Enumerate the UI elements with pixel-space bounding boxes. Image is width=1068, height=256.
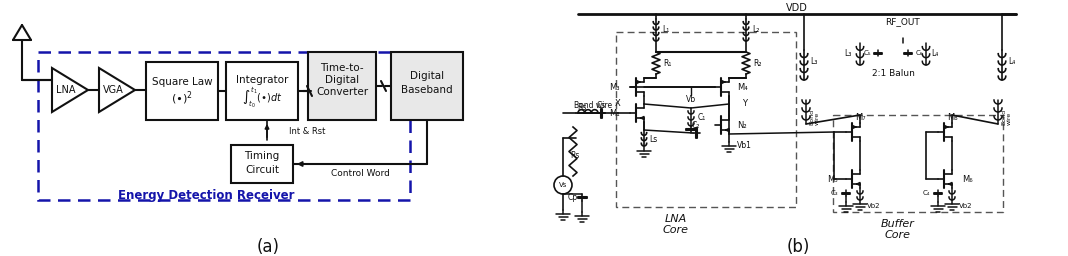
Bar	[226, 62, 298, 120]
Text: Ls: Ls	[649, 134, 657, 144]
Text: Cp: Cp	[568, 193, 578, 201]
Text: Buffer: Buffer	[881, 219, 915, 229]
Text: M₅: M₅	[828, 175, 838, 184]
Text: L₃: L₃	[845, 48, 852, 58]
Text: Timing: Timing	[245, 151, 280, 161]
Text: (b): (b)	[786, 238, 810, 256]
Text: Integrator: Integrator	[236, 75, 288, 85]
Text: Vb2: Vb2	[959, 203, 973, 209]
Text: M₄: M₄	[737, 82, 748, 91]
Text: M₈: M₈	[946, 113, 957, 123]
Text: Baseband: Baseband	[402, 85, 453, 95]
Text: LNA: LNA	[57, 85, 76, 95]
Bar	[231, 145, 293, 183]
Text: Digital: Digital	[325, 75, 359, 85]
Text: Vb1: Vb1	[737, 142, 752, 151]
Bar	[616, 32, 796, 207]
Text: Bond
wire: Bond wire	[1001, 109, 1011, 125]
Text: Int & Rst: Int & Rst	[289, 127, 326, 136]
Text: L₁: L₁	[662, 26, 670, 35]
Text: $\int_{t_0}^{t_1}(\bullet)dt$: $\int_{t_0}^{t_1}(\bullet)dt$	[241, 86, 282, 110]
Text: R₁: R₁	[663, 59, 672, 68]
Text: Rs: Rs	[578, 102, 586, 112]
Text: Vb2: Vb2	[867, 203, 880, 209]
Text: VDD: VDD	[786, 3, 807, 13]
Bar	[308, 52, 376, 120]
Bar	[38, 52, 410, 200]
Text: Control Word: Control Word	[331, 168, 390, 177]
Text: 2:1 Balun: 2:1 Balun	[871, 69, 914, 78]
Text: L₂: L₂	[752, 26, 759, 35]
Text: $(\bullet)^2$: $(\bullet)^2$	[171, 89, 193, 107]
Text: Bond wire: Bond wire	[574, 101, 612, 110]
Text: R₂: R₂	[753, 59, 761, 68]
Text: Converter: Converter	[316, 87, 368, 97]
Text: L₃: L₃	[810, 58, 817, 67]
Text: M₁: M₁	[610, 109, 621, 118]
Text: C₆: C₆	[916, 50, 924, 56]
Text: Y: Y	[742, 100, 748, 109]
Bar	[833, 115, 1003, 212]
Text: C₃: C₃	[831, 190, 838, 196]
Text: N₂: N₂	[737, 121, 747, 130]
Text: Circuit: Circuit	[245, 165, 279, 175]
Text: M₆: M₆	[962, 175, 973, 184]
Text: Square Law: Square Law	[152, 77, 213, 87]
Text: RF_OUT: RF_OUT	[885, 17, 921, 27]
Text: Bond
wire: Bond wire	[808, 109, 820, 125]
Text: C₄: C₄	[923, 190, 930, 196]
Text: Core: Core	[885, 230, 911, 240]
Text: VGA: VGA	[103, 85, 124, 95]
Text: Energy Detection Receiver: Energy Detection Receiver	[117, 189, 295, 202]
Text: L₄: L₄	[1008, 58, 1016, 67]
Text: C₅: C₅	[863, 50, 871, 56]
Text: Core: Core	[663, 225, 689, 235]
Text: X: X	[615, 100, 621, 109]
Text: Time-to-: Time-to-	[320, 63, 364, 73]
Text: C₁: C₁	[698, 112, 706, 122]
Text: L₄: L₄	[931, 48, 939, 58]
Text: Cs: Cs	[596, 101, 606, 111]
Text: Vs: Vs	[559, 182, 567, 188]
Text: M₇: M₇	[854, 113, 865, 123]
Bar	[146, 62, 218, 120]
Text: (a): (a)	[256, 238, 280, 256]
Text: Digital: Digital	[410, 71, 444, 81]
Text: Vb: Vb	[686, 94, 696, 103]
Text: Rs: Rs	[570, 151, 580, 159]
Bar	[391, 52, 464, 120]
Text: M₃: M₃	[610, 82, 621, 91]
Text: C₂: C₂	[692, 121, 701, 130]
Text: LNA: LNA	[665, 214, 687, 224]
